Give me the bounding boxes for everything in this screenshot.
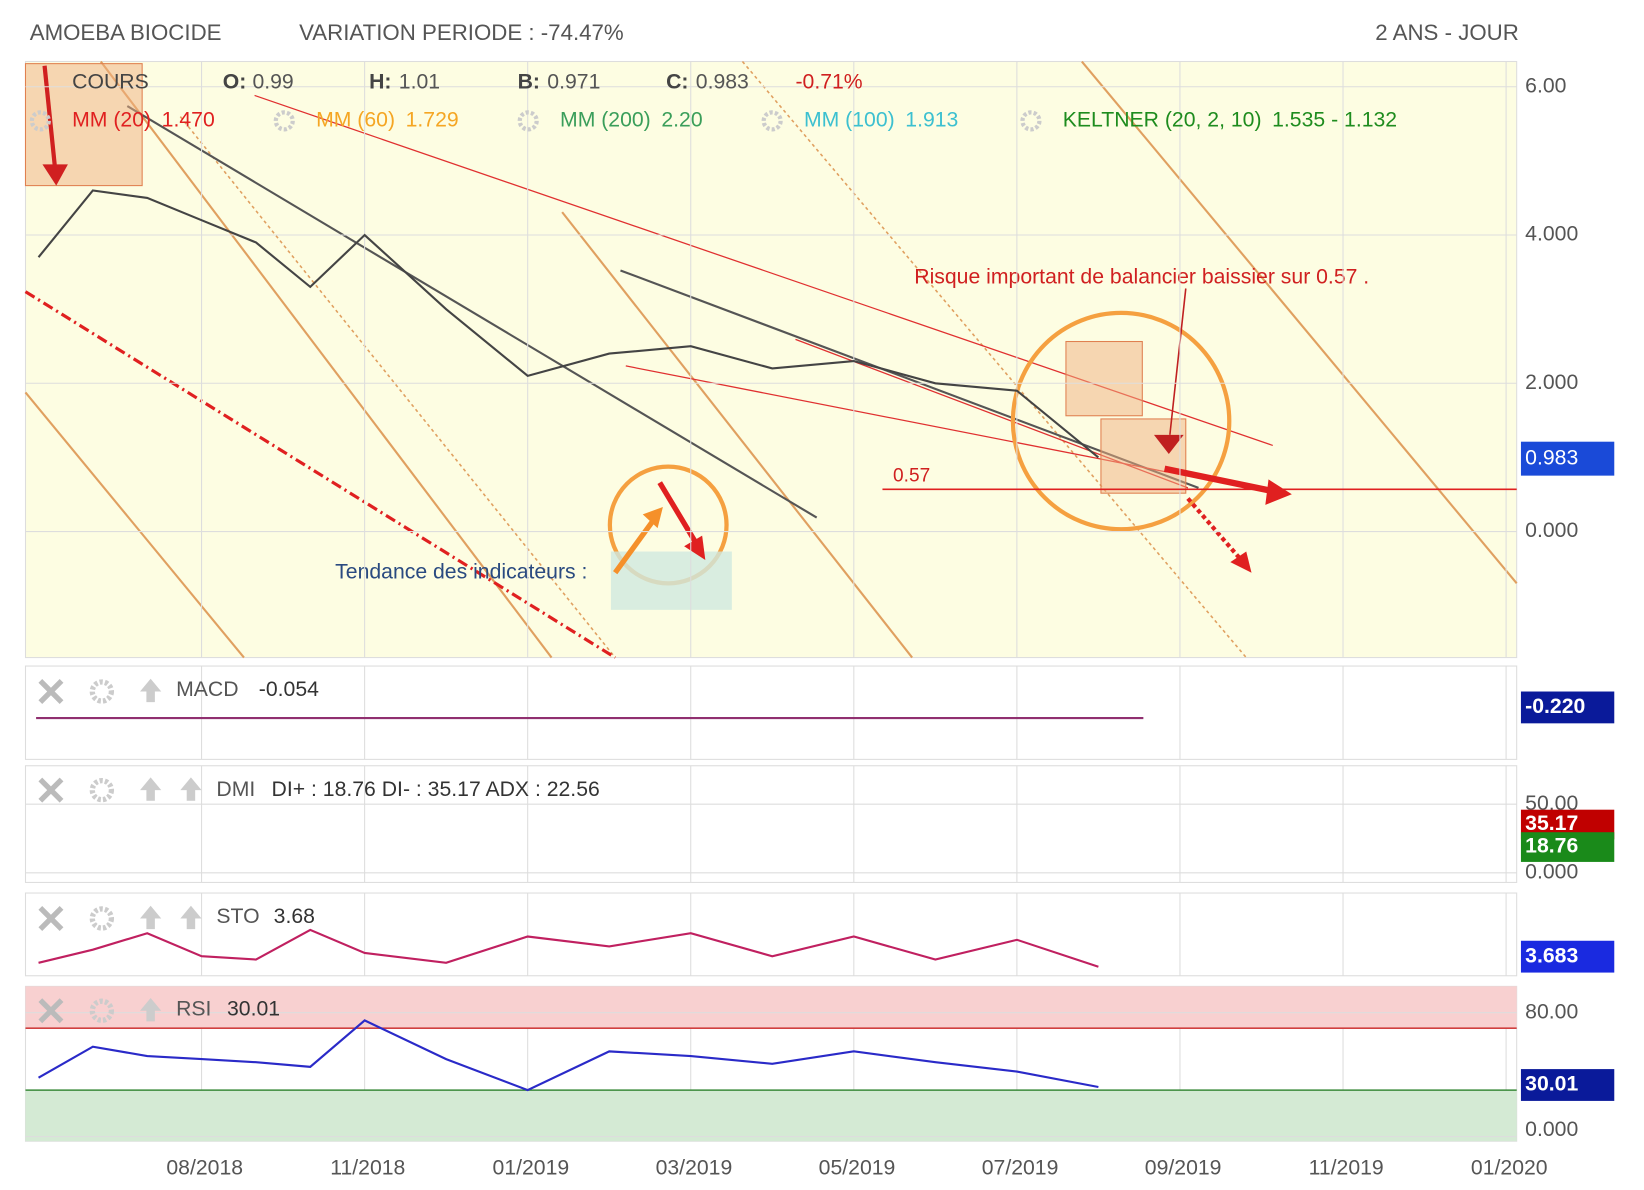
legend-change: -0.71% bbox=[795, 70, 862, 93]
price-tag bbox=[1520, 441, 1615, 476]
x-tick-label: 05/2019 bbox=[819, 1156, 896, 1179]
value-tag bbox=[1520, 940, 1615, 973]
oversold-zone bbox=[25, 1090, 1517, 1142]
value-tag-label: -0.220 bbox=[1525, 695, 1585, 718]
legend-key: H: bbox=[369, 70, 391, 93]
gear-icon bbox=[29, 110, 51, 132]
close-icon bbox=[38, 906, 64, 931]
legend-value: 1.913 bbox=[905, 109, 958, 132]
panel-value: 3.68 bbox=[274, 905, 315, 928]
gear-icon bbox=[761, 110, 783, 132]
arrow-icon bbox=[140, 678, 162, 703]
panel-value: 30.01 bbox=[227, 997, 280, 1020]
gear-icon bbox=[517, 110, 539, 132]
value-tag bbox=[1520, 691, 1615, 724]
panel-value: -0.054 bbox=[259, 678, 319, 701]
value-tag bbox=[1520, 1069, 1615, 1101]
decorations bbox=[24, 60, 1518, 659]
value-tag-label: 3.683 bbox=[1525, 944, 1578, 967]
arrow-icon bbox=[140, 905, 162, 930]
arrow-icon bbox=[140, 777, 162, 801]
legend-value: 0.971 bbox=[547, 70, 600, 93]
level-label: 0.57 bbox=[893, 466, 930, 487]
gear-icon bbox=[89, 906, 115, 931]
variation: VARIATION PERIODE : -74.47% bbox=[299, 20, 624, 45]
arrow-icon bbox=[180, 905, 202, 930]
legend-value: 1.535 - 1.132 bbox=[1272, 109, 1397, 132]
gear-icon bbox=[273, 110, 295, 132]
x-tick-label: 03/2019 bbox=[656, 1156, 733, 1179]
legend-key: C: bbox=[666, 70, 688, 93]
panel-value: DI+ : 18.76 DI- : 35.17 ADX : 22.56 bbox=[272, 778, 600, 801]
value-tag-label: 30.01 bbox=[1525, 1073, 1578, 1096]
y-tick-label: 2.000 bbox=[1525, 371, 1578, 394]
legend-entry: MM (60) bbox=[316, 109, 395, 132]
gear-icon bbox=[89, 777, 115, 803]
panel-title: STO bbox=[216, 905, 259, 928]
panel-title: RSI bbox=[176, 997, 211, 1020]
x-tick-label: 01/2019 bbox=[493, 1156, 570, 1179]
legend-value: 0.99 bbox=[252, 70, 293, 93]
overbought-zone bbox=[25, 986, 1517, 1029]
close-icon bbox=[38, 679, 64, 704]
series-line bbox=[38, 928, 1099, 968]
legend-entry: MM (100) bbox=[804, 109, 895, 132]
legend-entry: MM (200) bbox=[560, 109, 651, 132]
legend-entry: MM (20) bbox=[72, 109, 151, 132]
main-panel bbox=[24, 60, 1518, 659]
series-line bbox=[37, 189, 1100, 459]
legend-value: 2.20 bbox=[661, 109, 702, 132]
title: AMOEBA BIOCIDE bbox=[30, 20, 222, 45]
arrow-icon bbox=[180, 777, 202, 801]
y-tick-label: 50.00 bbox=[1525, 792, 1578, 815]
legend-value: 1.01 bbox=[399, 70, 440, 93]
legend-value: 1.470 bbox=[162, 109, 215, 132]
value-tag-label: 35.17 bbox=[1525, 812, 1578, 835]
legend-value: 0.983 bbox=[696, 70, 749, 93]
legend-key: O: bbox=[223, 70, 247, 93]
period: 2 ANS - JOUR bbox=[1375, 20, 1519, 45]
x-tick-label: 01/2020 bbox=[1471, 1156, 1548, 1179]
x-tick-label: 08/2018 bbox=[166, 1156, 243, 1179]
price-tag-label: 0.983 bbox=[1525, 446, 1578, 469]
y-tick-label: 0.000 bbox=[1525, 1118, 1578, 1141]
y-tick-label: 4.000 bbox=[1525, 223, 1578, 246]
legend-entry: COURS bbox=[72, 70, 149, 93]
x-tick-label: 09/2019 bbox=[1145, 1156, 1222, 1179]
y-tick-label: 80.00 bbox=[1525, 1000, 1578, 1023]
series-line bbox=[38, 1019, 1099, 1092]
gear-icon bbox=[89, 679, 115, 704]
panel-title: MACD bbox=[176, 678, 238, 701]
close-icon bbox=[38, 777, 64, 803]
gear-icon bbox=[89, 998, 115, 1023]
legend-entry: KELTNER (20, 2, 10) bbox=[1063, 109, 1262, 132]
legend-key: B: bbox=[518, 70, 540, 93]
annotation: Tendance des indicateurs : bbox=[335, 560, 587, 583]
x-tick-label: 11/2019 bbox=[1309, 1156, 1384, 1179]
value-tag-label: 18.76 bbox=[1525, 835, 1578, 858]
y-tick-label: 0.000 bbox=[1525, 519, 1578, 542]
annotation: Risque important de balancier baissier s… bbox=[914, 265, 1369, 288]
x-tick-label: 07/2019 bbox=[982, 1156, 1059, 1179]
close-icon bbox=[38, 998, 64, 1024]
gear-icon bbox=[1020, 110, 1042, 132]
x-tick-label: 11/2018 bbox=[330, 1156, 405, 1179]
indicator-panels bbox=[24, 665, 1518, 1142]
y-tick-label: 6.00 bbox=[1525, 74, 1566, 97]
panel-title: DMI bbox=[216, 778, 255, 801]
y-tick-label: 0.000 bbox=[1525, 860, 1578, 883]
legend-value: 1.729 bbox=[406, 109, 459, 132]
arrow-icon bbox=[140, 998, 162, 1022]
value-tag bbox=[1520, 832, 1615, 862]
